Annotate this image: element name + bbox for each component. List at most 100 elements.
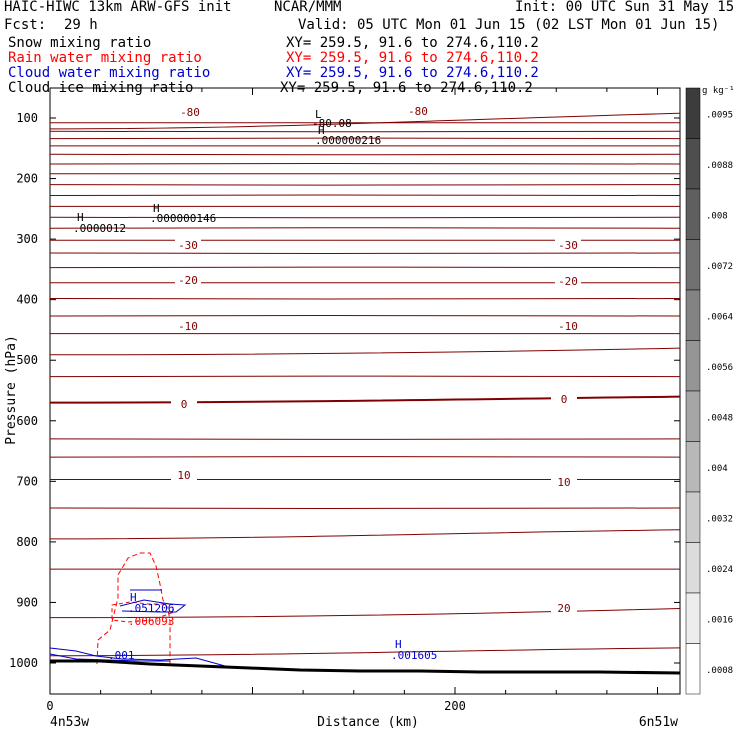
field-label-cloudwater: Cloud water mixing ratio bbox=[8, 65, 211, 81]
colorbar-swatch bbox=[685, 390, 701, 442]
temperature-contour-line bbox=[49, 608, 681, 619]
terrain-line bbox=[50, 659, 681, 675]
colorbar-swatch bbox=[685, 87, 701, 139]
field-xy-rain: XY= 259.5, 91.6 to 274.6,110.2 bbox=[286, 50, 539, 66]
colorbar-tick-label: .0024 bbox=[706, 565, 733, 575]
temperature-contour-label: 0 bbox=[181, 398, 188, 411]
y-tick-label: 300 bbox=[16, 232, 38, 246]
temperature-contour-label: -20 bbox=[558, 275, 578, 288]
temperature-contour-line bbox=[49, 266, 681, 269]
temperature-contour-label: 10 bbox=[557, 476, 570, 489]
y-tick-label: 1000 bbox=[9, 656, 38, 670]
contour-label-bg bbox=[551, 476, 577, 487]
temperature-contour-line bbox=[49, 347, 681, 356]
high-value-label: .0000012 bbox=[73, 222, 126, 235]
colorbar-swatch bbox=[685, 188, 701, 240]
colorbar-tick-label: .0016 bbox=[706, 615, 733, 625]
contour-label-bg bbox=[175, 274, 201, 285]
contour-label-bg bbox=[175, 320, 201, 331]
contour-label-bg bbox=[555, 239, 581, 250]
temperature-contour-label: -10 bbox=[178, 320, 198, 333]
temperature-contour-line bbox=[49, 395, 681, 404]
temperature-contour-line bbox=[49, 162, 681, 165]
x-axis-title: Distance (km) bbox=[317, 715, 419, 730]
field-label-snow: Snow mixing ratio bbox=[8, 35, 152, 51]
colorbar-swatch bbox=[685, 542, 701, 594]
contour-label-bg bbox=[171, 469, 197, 480]
colorbar-swatch bbox=[685, 138, 701, 190]
temperature-contour-line bbox=[49, 130, 681, 133]
colorbar-swatch bbox=[685, 491, 701, 543]
rain-contour-inner bbox=[111, 601, 175, 623]
plot-frame bbox=[49, 87, 681, 695]
colorbar-swatch bbox=[685, 643, 701, 695]
temperature-contour-label: -80 bbox=[180, 106, 200, 119]
temperature-contour-line bbox=[49, 252, 681, 255]
y-tick-label: 700 bbox=[16, 474, 38, 488]
low-value-label: -80.08 bbox=[312, 117, 352, 130]
colorbar-tick-label: .008 bbox=[706, 211, 728, 221]
temperature-contour-line bbox=[49, 507, 681, 510]
temperature-contour-line bbox=[49, 184, 681, 186]
contour-label-bg bbox=[551, 393, 577, 404]
colorbar: .0095 .0088 .008 .0072 .0064 .0056 .0048 .004 .0… bbox=[685, 87, 733, 695]
header-model: HAIC-HIWC 13km ARW-GFS init bbox=[4, 0, 232, 15]
high-value-label: .000000216 bbox=[315, 134, 381, 147]
cloud-water-line-2 bbox=[119, 599, 187, 613]
high-marker-label: H bbox=[130, 591, 137, 604]
y-tick-label: 400 bbox=[16, 293, 38, 307]
high-value-label: .001605 bbox=[391, 649, 437, 662]
x-axis: 0 200 bbox=[46, 88, 658, 713]
temperature-contour-line bbox=[49, 194, 681, 196]
header-fcst-label: Fcst: bbox=[4, 17, 47, 33]
colorbar-swatch bbox=[685, 340, 701, 392]
high-value-label: .000000146 bbox=[150, 212, 216, 225]
header-fcst-value: 29 h bbox=[64, 17, 98, 33]
rain-value-label: .006093 bbox=[128, 615, 174, 628]
y-tick-label: 100 bbox=[16, 111, 38, 125]
contour-label-bg bbox=[555, 320, 581, 331]
temperature-contour-label: 20 bbox=[557, 602, 570, 615]
high-value-label: .051206 bbox=[128, 602, 174, 615]
low-marker-label: L bbox=[315, 108, 322, 121]
high-marker-label: H bbox=[77, 211, 84, 224]
field-label-rain: Rain water mixing ratio bbox=[8, 50, 202, 66]
colorbar-swatch bbox=[685, 289, 701, 341]
colorbar-tick-label: .0095 bbox=[706, 110, 733, 120]
y-tick-label: 200 bbox=[16, 172, 38, 186]
header-org: NCAR/MMM bbox=[274, 0, 342, 15]
temperature-contours: -80 -80 -30 -30 -20 -20 -10 -10 0 0 10 10 20 bbox=[49, 105, 681, 657]
cloud-water-line-3 bbox=[49, 647, 226, 667]
contour-label-bg bbox=[171, 398, 197, 409]
contour-label-bg bbox=[555, 275, 581, 286]
temperature-contour-label: -10 bbox=[558, 320, 578, 333]
colorbar-swatch bbox=[685, 239, 701, 291]
contour-label-bg bbox=[405, 105, 431, 116]
colorbar-tick-label: .0064 bbox=[706, 312, 733, 322]
colorbar-swatch bbox=[685, 441, 701, 493]
contour-label-bg bbox=[175, 239, 201, 250]
temperature-contour-label: 10 bbox=[177, 469, 190, 482]
right-endpoint-label: 6n51w bbox=[639, 715, 678, 730]
field-xy-cloudwater: XY= 259.5, 91.6 to 274.6,110.2 bbox=[286, 65, 539, 81]
colorbar-swatch bbox=[685, 592, 701, 644]
x-tick-label: 0 bbox=[46, 699, 53, 713]
temperature-contour-line bbox=[49, 153, 681, 156]
y-tick-label: 900 bbox=[16, 595, 38, 609]
x-tick-label: 200 bbox=[444, 699, 466, 713]
high-marker-label: H bbox=[153, 202, 160, 215]
high-marker-label: H bbox=[318, 124, 325, 137]
y-tick-label: 600 bbox=[16, 414, 38, 428]
colorbar-tick-label: .0088 bbox=[706, 161, 733, 171]
temperature-contour-line bbox=[49, 112, 681, 130]
colorbar-unit: g kg⁻¹ bbox=[702, 86, 735, 96]
left-endpoint-label: 4n53w bbox=[50, 715, 89, 730]
y-tick-label: 500 bbox=[16, 353, 38, 367]
temperature-contour-line bbox=[49, 438, 681, 441]
temperature-contour-line bbox=[49, 227, 681, 229]
temperature-contour-line bbox=[49, 455, 681, 458]
high-marker-label: H bbox=[395, 638, 402, 651]
colorbar-tick-label: .0048 bbox=[706, 413, 733, 423]
colorbar-tick-label: .004 bbox=[706, 464, 728, 474]
